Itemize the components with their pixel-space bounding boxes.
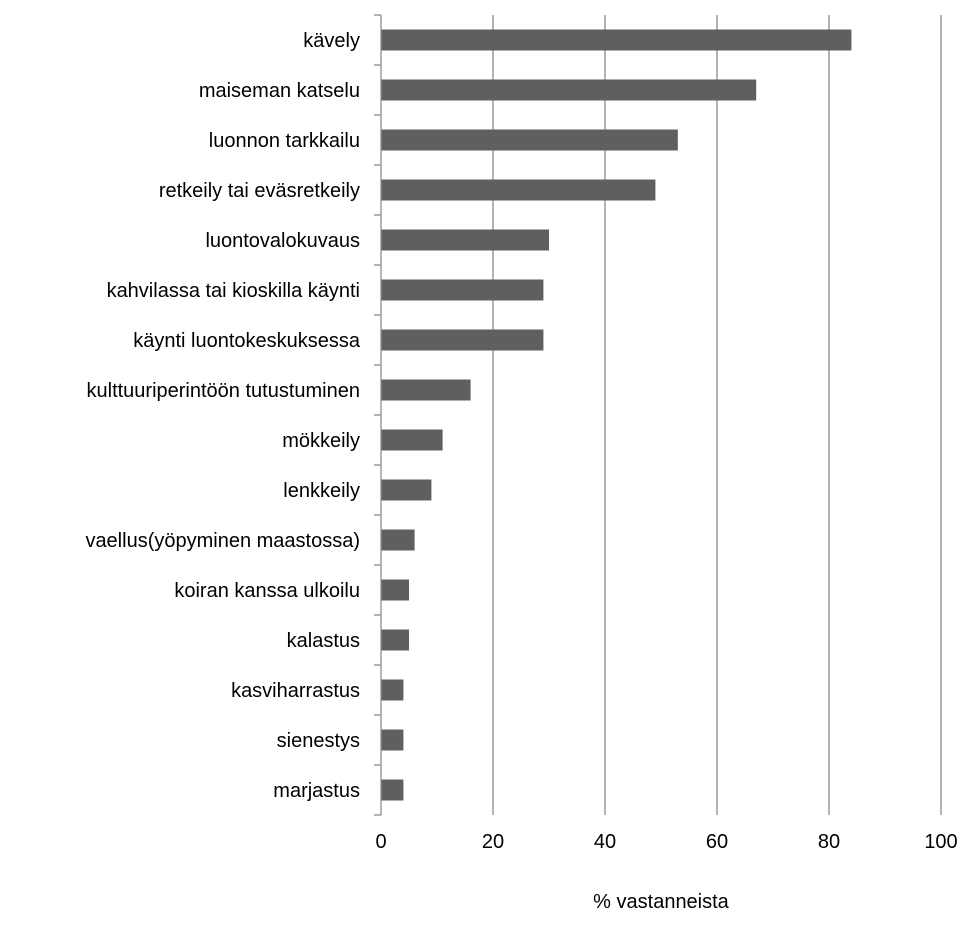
bar-6	[381, 279, 544, 301]
category-label: kasviharrastus	[231, 680, 360, 702]
bar-5	[381, 229, 549, 251]
bar-1	[381, 29, 852, 51]
category-label: retkeily tai eväsretkeily	[159, 180, 360, 202]
bar-8	[381, 379, 471, 401]
y-axis	[374, 14, 382, 816]
x-tick-label: 80	[818, 831, 840, 853]
x-axis-title: % vastanneista	[593, 891, 730, 913]
bar-7	[381, 329, 544, 351]
category-label: kahvilassa tai kioskilla käynti	[107, 280, 360, 302]
category-label: mökkeily	[282, 430, 360, 452]
category-label: sienestys	[277, 730, 360, 752]
x-tick-label: 100	[924, 831, 957, 853]
category-label: koiran kanssa ulkoilu	[174, 580, 360, 602]
bar-12	[381, 579, 409, 601]
bars	[381, 29, 852, 801]
bar-10	[381, 479, 432, 501]
category-label: vaellus(yöpyminen maastossa)	[85, 530, 360, 552]
bar-3	[381, 129, 678, 151]
bar-11	[381, 529, 415, 551]
bar-2	[381, 79, 757, 101]
bar-15	[381, 729, 404, 751]
category-label: maiseman katselu	[199, 80, 360, 102]
x-tick-labels: 0 20 40 60 80 100	[375, 831, 957, 853]
category-label: luonnon tarkkailu	[209, 130, 360, 152]
bar-9	[381, 429, 443, 451]
bar-16	[381, 779, 404, 801]
category-label: kalastus	[287, 630, 360, 652]
bar-4	[381, 179, 656, 201]
category-label: kulttuuriperintöön tutustuminen	[87, 380, 361, 402]
category-label: lenkkeily	[283, 480, 360, 502]
category-label: kävely	[303, 30, 360, 52]
x-tick-label: 0	[375, 831, 386, 853]
category-labels: kävely maiseman katselu luonnon tarkkailu r…	[85, 30, 360, 802]
x-tick-label: 40	[594, 831, 616, 853]
category-label: marjastus	[273, 780, 360, 802]
bar-13	[381, 629, 409, 651]
bar-14	[381, 679, 404, 701]
x-tick-label: 20	[482, 831, 504, 853]
category-label: käynti luontokeskuksessa	[133, 330, 361, 352]
x-tick-label: 60	[706, 831, 728, 853]
category-label: luontovalokuvaus	[205, 230, 360, 252]
